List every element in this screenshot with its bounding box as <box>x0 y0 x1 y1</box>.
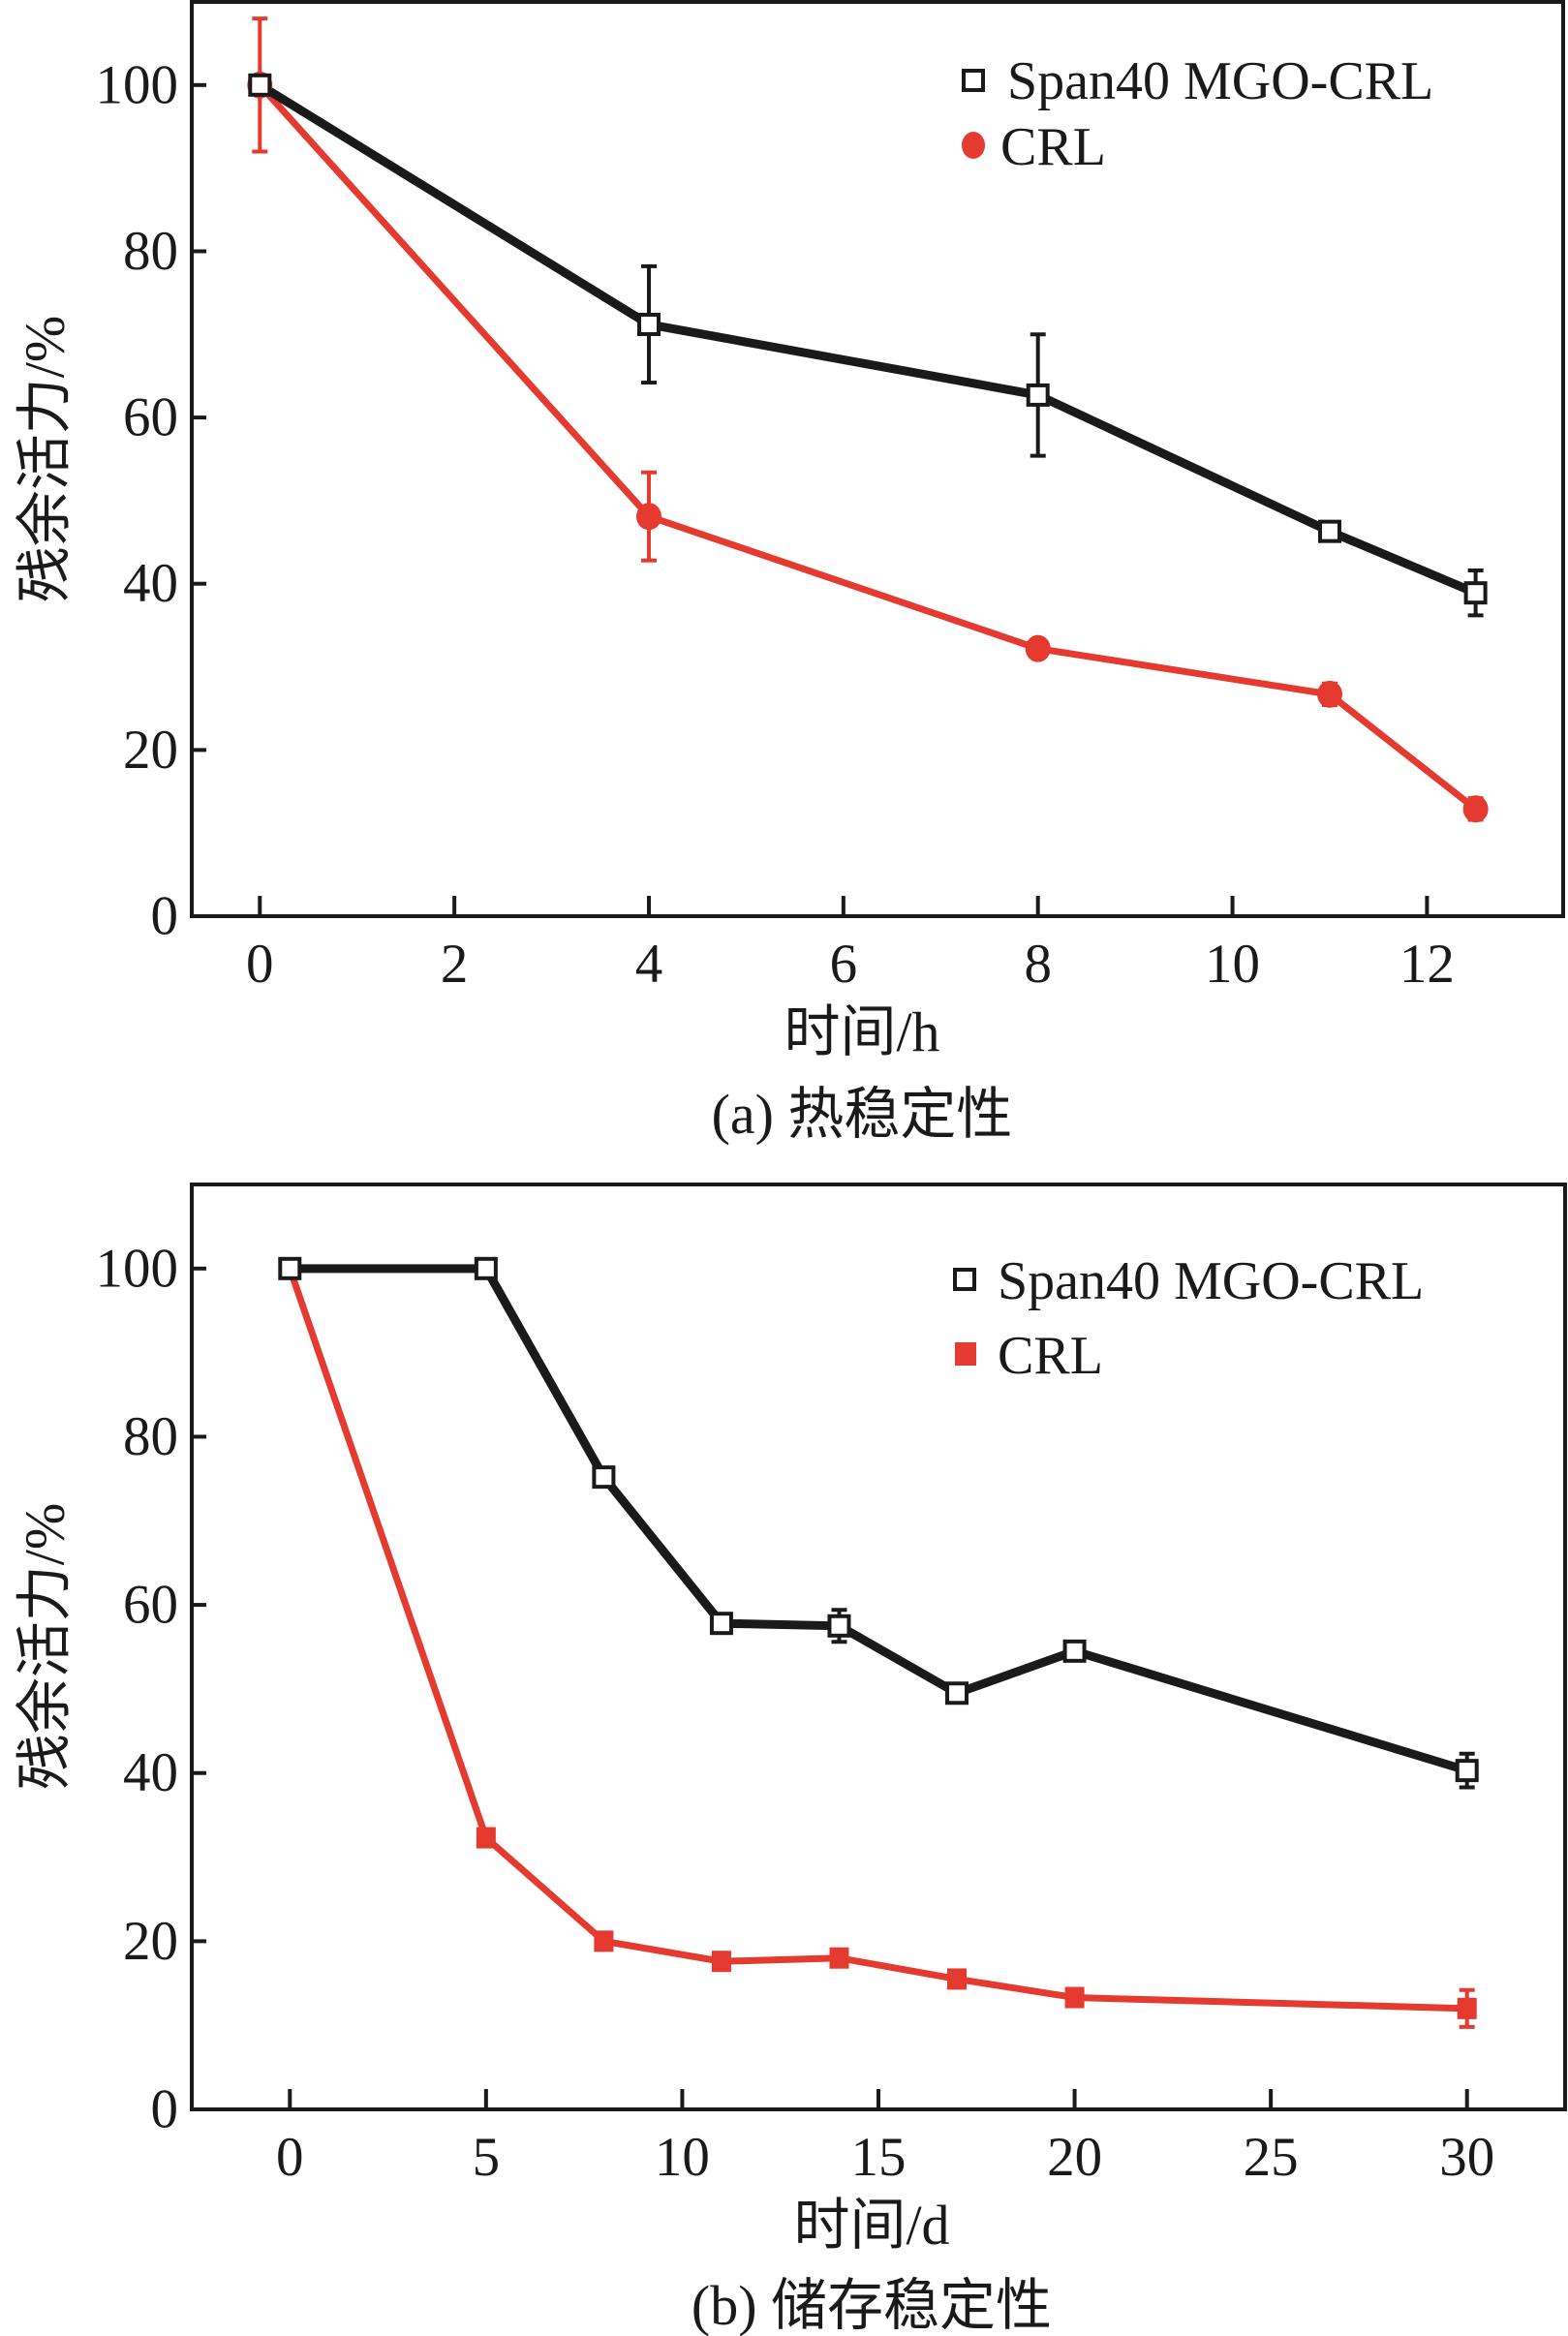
series-line-crl <box>286 1267 1467 2013</box>
y-axis-title: 残余活力/% <box>13 316 76 602</box>
legend-item-span40: Span40 MGO-CRL <box>962 51 1433 111</box>
x-tick-label: 6 <box>830 934 858 995</box>
data-point-crl <box>1457 1997 1477 2019</box>
legend-open-square-icon <box>962 69 985 92</box>
y-tick-label: 100 <box>96 54 179 115</box>
data-point-crl <box>829 1947 849 1969</box>
x-axis-title: 时间/h <box>784 1000 939 1063</box>
data-point-span40 <box>278 1256 302 1280</box>
data-point-crl <box>476 1827 496 1849</box>
y-tick-label: 100 <box>96 1238 179 1299</box>
data-point-span40 <box>1062 1639 1087 1663</box>
legend: Span40 MGO-CRL CRL <box>962 51 1433 177</box>
data-point-span40 <box>474 1256 498 1280</box>
panel-caption: (a) 热稳定性 <box>712 1083 1013 1146</box>
y-tick-label: 60 <box>123 387 178 448</box>
data-point-span40 <box>248 73 272 97</box>
y-tick-label: 20 <box>123 1911 178 1972</box>
data-point-crl <box>1064 1986 1085 2009</box>
data-point-crl <box>594 1930 614 1952</box>
y-tick-label: 40 <box>123 553 178 614</box>
x-tick-label: 15 <box>851 2127 907 2188</box>
data-point-crl <box>1025 634 1051 662</box>
x-tick-label: 10 <box>1205 934 1260 995</box>
data-point-span40 <box>1455 1759 1479 1783</box>
y-tick-label: 0 <box>151 886 179 947</box>
plot-frame <box>190 0 1565 918</box>
data-point-span40 <box>592 1465 616 1490</box>
x-axis: 0 5 10 15 20 25 30 <box>276 2089 1494 2188</box>
data-point-crl <box>1316 680 1342 708</box>
x-tick-label: 5 <box>473 2127 501 2188</box>
x-tick-label: 0 <box>246 934 274 995</box>
legend-filled-circle-icon <box>962 132 985 159</box>
x-tick-label: 30 <box>1439 2127 1494 2188</box>
series-line-span40 <box>257 80 1478 598</box>
series-layer <box>278 1256 1479 2029</box>
x-tick-label: 20 <box>1047 2127 1102 2188</box>
legend-label: Span40 MGO-CRL <box>998 1251 1424 1311</box>
legend: Span40 MGO-CRL CRL <box>953 1251 1424 1386</box>
legend-item-crl: CRL <box>962 117 1106 177</box>
y-tick-label: 40 <box>123 1742 178 1803</box>
data-point-span40 <box>1317 519 1341 543</box>
x-tick-label: 12 <box>1399 934 1455 995</box>
panel-caption: (b) 储存稳定性 <box>692 2274 1052 2336</box>
legend-item-crl: CRL <box>955 1326 1103 1386</box>
data-point-span40 <box>637 312 661 336</box>
y-axis: 0 20 40 60 80 100 <box>96 54 206 947</box>
chart-panel-a: 0 20 40 60 80 100 0 2 4 6 8 10 12 残余活力/% 时间/h (a) 热… <box>13 0 1565 1146</box>
x-axis: 0 2 4 6 8 10 12 <box>246 896 1455 995</box>
y-tick-label: 20 <box>123 720 178 781</box>
y-tick-label: 80 <box>123 1406 178 1467</box>
x-tick-label: 0 <box>276 2127 304 2188</box>
y-tick-label: 60 <box>123 1575 178 1636</box>
legend-label: Span40 MGO-CRL <box>1007 51 1433 111</box>
legend-item-span40: Span40 MGO-CRL <box>953 1251 1424 1311</box>
legend-filled-square-icon <box>955 1342 976 1366</box>
legend-label: CRL <box>998 1326 1103 1386</box>
series-line-span40 <box>290 1264 1469 1775</box>
x-tick-label: 2 <box>441 934 469 995</box>
data-point-span40 <box>1463 581 1488 605</box>
x-axis-title: 时间/d <box>793 2194 949 2257</box>
data-point-span40 <box>945 1681 969 1706</box>
legend-label: CRL <box>1000 117 1106 177</box>
y-axis: 0 20 40 60 80 100 <box>96 1238 206 2140</box>
data-point-crl <box>1462 795 1489 823</box>
data-point-crl <box>636 503 661 531</box>
legend-open-square-icon <box>953 1268 976 1291</box>
x-tick-label: 10 <box>655 2127 710 2188</box>
x-tick-label: 8 <box>1024 934 1052 995</box>
x-tick-label: 25 <box>1244 2127 1299 2188</box>
data-point-span40 <box>1026 383 1050 407</box>
series-layer <box>247 16 1489 823</box>
data-point-span40 <box>827 1614 851 1638</box>
data-point-crl <box>947 1968 968 1990</box>
y-tick-label: 0 <box>151 2079 179 2140</box>
data-point-span40 <box>709 1612 733 1636</box>
y-tick-label: 80 <box>123 221 178 282</box>
y-axis-title: 残余活力/% <box>13 1503 76 1790</box>
x-tick-label: 4 <box>635 934 663 995</box>
data-point-crl <box>711 1951 731 1973</box>
chart-panel-b: 0 20 40 60 80 100 0 5 10 15 20 25 30 残余活力/% 时间/d (b… <box>13 1183 1567 2336</box>
